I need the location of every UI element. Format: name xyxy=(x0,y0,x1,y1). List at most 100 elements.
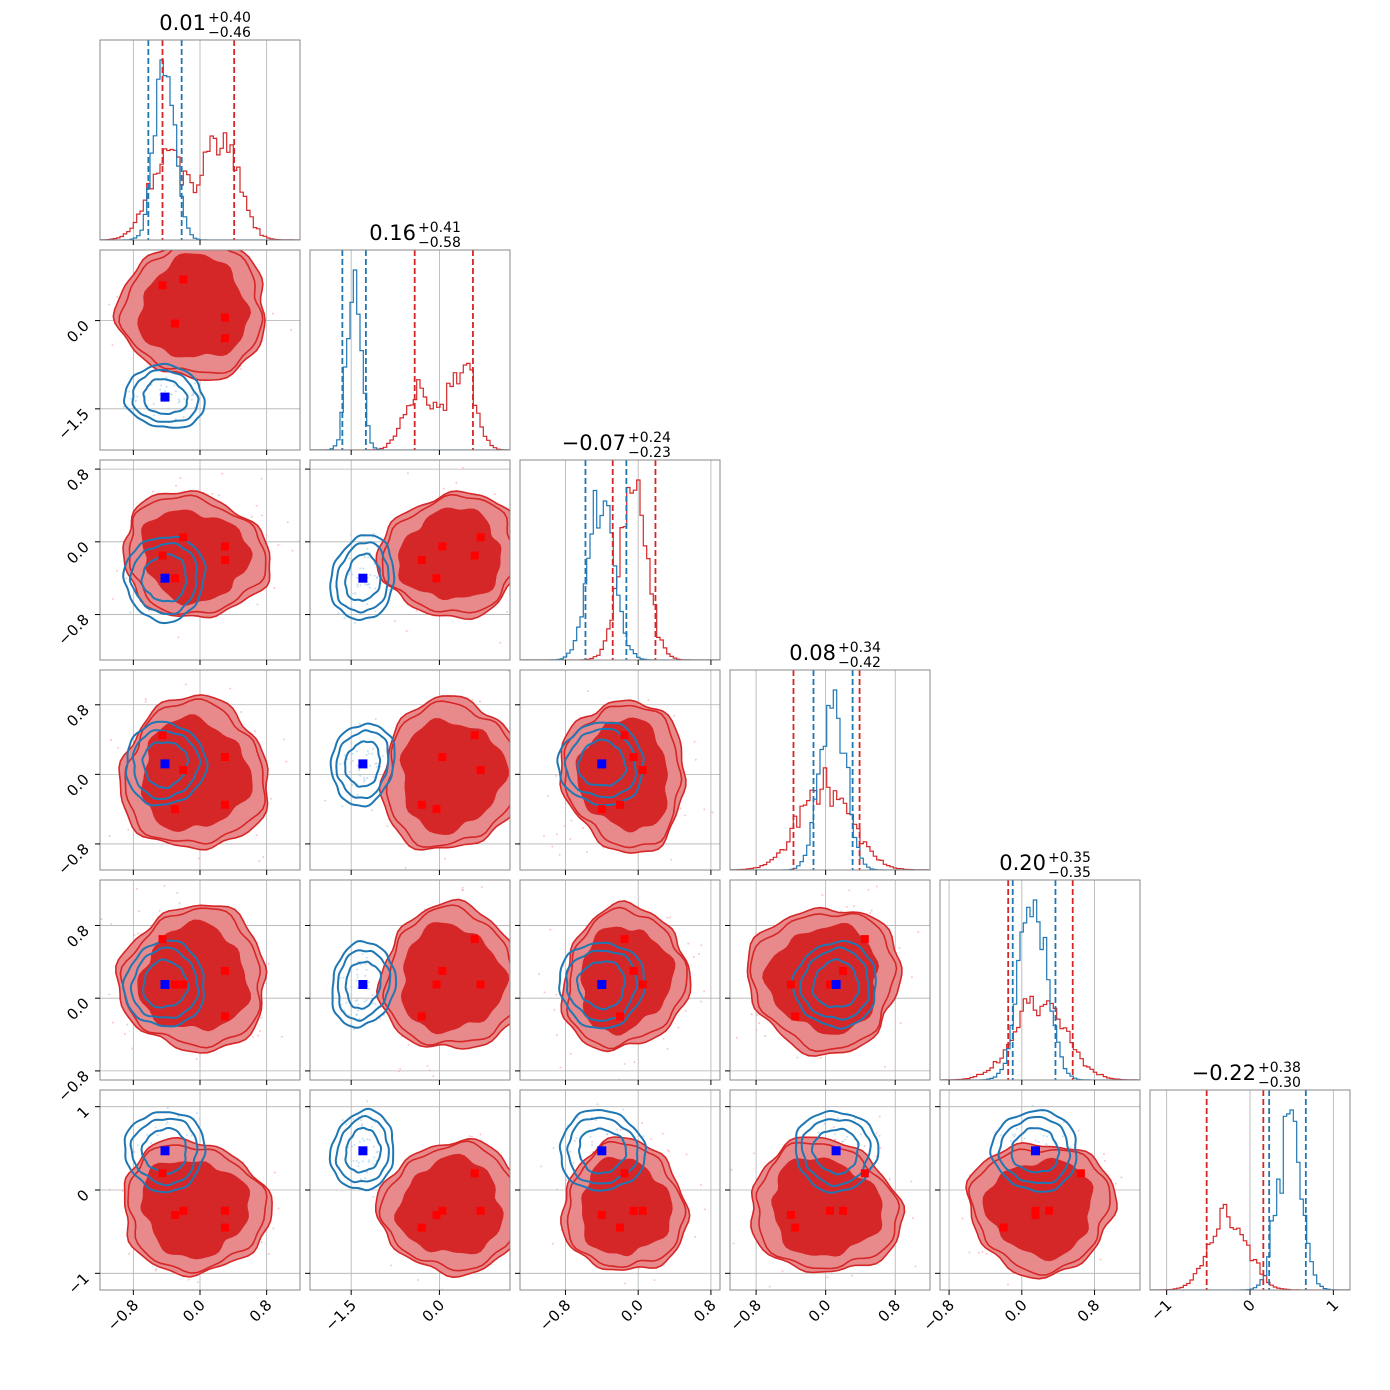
red-sample-point xyxy=(556,833,558,836)
red-sample-point xyxy=(386,825,389,828)
blue-sample-point xyxy=(365,968,368,971)
red-mode-marker xyxy=(1031,1206,1040,1215)
blue-contour-outer xyxy=(558,941,647,1030)
blue-sample-point xyxy=(374,718,377,720)
red-sample-point xyxy=(551,845,554,848)
red-sample-point xyxy=(197,857,200,860)
red-sample-point xyxy=(443,857,446,860)
blue-histogram xyxy=(940,899,1140,1080)
red-sample-point xyxy=(650,1138,653,1141)
y-tick-label: 0.8 xyxy=(63,922,93,952)
red-mode-marker xyxy=(1045,1206,1054,1215)
blue-sample-point xyxy=(158,393,161,396)
blue-sample-point xyxy=(364,974,367,977)
red-sample-point xyxy=(372,1196,375,1198)
red-mode-marker xyxy=(638,1206,647,1215)
blue-sample-point xyxy=(1015,1127,1018,1130)
blue-sample-point xyxy=(372,1145,375,1148)
red-mode-marker xyxy=(438,1206,447,1215)
red-sample-point xyxy=(755,1029,758,1032)
red-sample-point xyxy=(586,850,589,853)
red-sample-point xyxy=(324,964,326,966)
red-sample-point xyxy=(699,1183,702,1186)
blue-sample-point xyxy=(150,1142,153,1145)
red-sample-point xyxy=(977,1251,980,1254)
panel-content xyxy=(730,670,930,870)
red-sample-point xyxy=(516,1001,518,1003)
blue-sample-point xyxy=(364,583,367,586)
blue-sample-point xyxy=(350,742,353,745)
blue-sample-point xyxy=(354,592,357,595)
blue-sample-point xyxy=(352,1028,355,1031)
panel-title-median: 0.01 xyxy=(159,11,206,35)
blue-contour-outer xyxy=(791,940,877,1030)
blue-sample-point xyxy=(343,617,346,620)
red-mode-marker xyxy=(791,1012,800,1021)
blue-contour-mid xyxy=(129,1117,199,1187)
blue-sample-point xyxy=(363,780,366,783)
panel-title-minus: −0.23 xyxy=(628,445,671,461)
blue-contour-outer xyxy=(328,1107,395,1192)
panel-frame xyxy=(519,459,721,661)
blue-sample-point xyxy=(350,571,353,574)
red-mode-marker xyxy=(221,1206,229,1215)
red-sample-point xyxy=(936,1217,938,1219)
red-sample-point xyxy=(158,909,161,912)
blue-sample-point xyxy=(361,1123,363,1126)
panel-content xyxy=(730,1090,930,1290)
red-sample-point xyxy=(261,514,264,517)
blue-sample-point xyxy=(596,1103,599,1106)
red-sample-point xyxy=(511,1216,513,1218)
blue-sample-point xyxy=(159,388,162,391)
red-sample-point xyxy=(558,853,561,856)
blue-sample-point xyxy=(1014,1133,1017,1136)
blue-sample-point xyxy=(366,1138,369,1141)
red-sample-point xyxy=(127,828,130,831)
panel-frame xyxy=(519,669,721,871)
blue-sample-point xyxy=(355,979,358,982)
x-tick-label: −1 xyxy=(1147,1296,1175,1324)
red-sample-point xyxy=(397,1070,400,1073)
red-sample-point xyxy=(182,416,185,419)
panel-title-median: 0.16 xyxy=(369,221,416,245)
blue-truth-marker xyxy=(160,759,170,769)
blue-sample-point xyxy=(367,556,370,559)
red-sample-point xyxy=(700,1000,703,1003)
blue-sample-point xyxy=(356,576,358,579)
blue-truth-marker xyxy=(831,1146,841,1156)
blue-sample-point xyxy=(606,1133,609,1135)
blue-sample-point xyxy=(1031,1104,1034,1107)
red-sample-point xyxy=(100,918,103,921)
blue-sample-point xyxy=(156,1134,159,1136)
blue-sample-point xyxy=(366,1100,369,1103)
red-sample-point xyxy=(662,1037,665,1040)
red-sample-point xyxy=(163,884,166,887)
red-mode-marker xyxy=(476,766,485,774)
red-sample-point xyxy=(985,1252,988,1255)
red-sample-point xyxy=(126,1023,129,1026)
panel-content xyxy=(520,880,720,1080)
panel-content xyxy=(730,880,930,1080)
panel-2-1 xyxy=(305,459,511,665)
red-mode-marker xyxy=(616,1012,624,1021)
red-sample-point xyxy=(781,1270,784,1273)
blue-sample-point xyxy=(363,556,366,559)
panel-2-2: −0.07 +0.24−0.23 xyxy=(519,430,721,665)
blue-sample-point xyxy=(177,398,180,401)
blue-sample-point xyxy=(1035,1139,1037,1142)
red-sample-point xyxy=(111,597,114,600)
panel-4-2 xyxy=(515,879,721,1085)
red-sample-point xyxy=(125,577,128,580)
blue-sample-point xyxy=(373,1156,376,1159)
blue-sample-point xyxy=(1013,1135,1016,1138)
x-tick-label: −0.8 xyxy=(919,1296,957,1334)
red-sample-point xyxy=(416,1279,419,1281)
red-sample-point xyxy=(479,1133,482,1136)
red-mode-marker xyxy=(179,1206,188,1215)
red-sample-point xyxy=(257,1034,260,1037)
red-sample-point xyxy=(666,1047,669,1050)
red-mode-marker xyxy=(999,1223,1008,1232)
blue-sample-point xyxy=(186,1133,188,1136)
red-sample-point xyxy=(523,929,525,931)
red-sample-point xyxy=(683,814,686,817)
